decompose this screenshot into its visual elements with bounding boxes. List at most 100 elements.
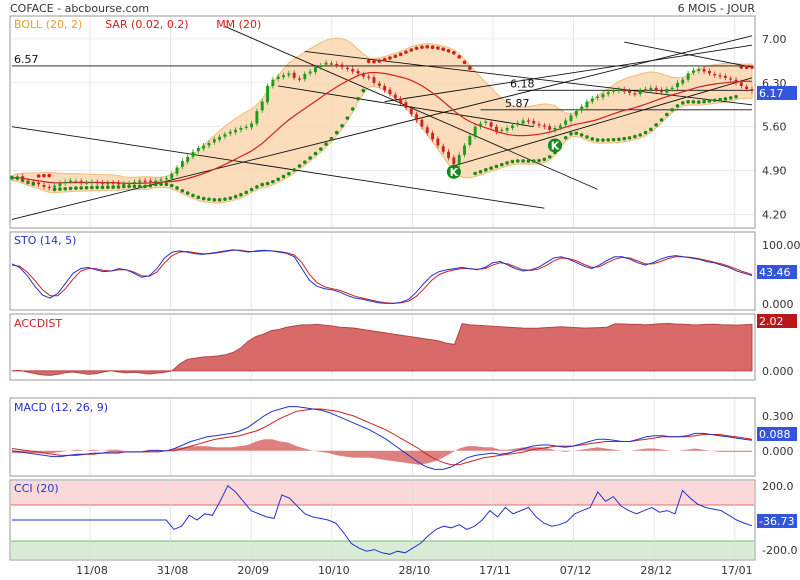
y-tick-label: 200.0: [762, 480, 794, 493]
candle-body: [622, 89, 626, 92]
sar-dot: [398, 52, 403, 57]
candle-body: [404, 102, 408, 108]
sar-dot: [329, 136, 334, 141]
sar-dot: [473, 171, 477, 176]
k-marker-label: K: [551, 140, 560, 153]
macd-legend: MACD (12, 26, 9): [14, 401, 108, 414]
candle-body: [686, 73, 690, 80]
x-tick-label: 20/09: [237, 564, 269, 577]
sar-dot: [334, 130, 339, 135]
sar-dot: [84, 185, 89, 190]
sar-dot: [58, 187, 62, 191]
candle-body: [691, 70, 695, 73]
cci-oversold-zone: [11, 541, 754, 559]
candle-body: [489, 122, 493, 127]
sar-dot: [36, 174, 41, 178]
sar-dot: [611, 137, 616, 142]
candle-body: [409, 108, 413, 115]
candle-body: [473, 126, 477, 137]
badge-box: [757, 427, 797, 441]
candle-body: [660, 89, 663, 93]
sar-dot: [441, 47, 446, 52]
sar-dot: [228, 196, 233, 200]
sto-frame: [9, 231, 756, 311]
candle-body: [95, 181, 99, 184]
sar-dot: [111, 185, 115, 189]
k-marker-circle: [446, 164, 461, 179]
candle-body: [313, 67, 317, 73]
candle-body: [713, 74, 717, 76]
candle-body: [111, 182, 115, 184]
price-last-badge: 6.17: [757, 85, 797, 100]
sar-dot: [361, 88, 366, 93]
sar-dot: [702, 99, 706, 104]
candle-body: [638, 90, 642, 95]
sar-dot: [590, 137, 595, 141]
source-label: COFACE - abcbourse.com: [10, 2, 149, 15]
candle-body: [117, 182, 120, 185]
sar-dot: [712, 98, 717, 103]
sar-dot: [143, 184, 147, 189]
candle-body: [255, 111, 259, 124]
candle-body: [244, 126, 248, 128]
sar-dot: [121, 184, 126, 189]
candle-body: [85, 182, 88, 184]
legend-entry: BOLL (20, 2): [14, 18, 82, 31]
last-value-label: 0.088: [759, 428, 791, 441]
sar-dot: [308, 156, 312, 160]
sar-dot: [675, 104, 680, 108]
sar-dot: [425, 44, 430, 49]
sar-dot: [579, 133, 584, 137]
sar-dot: [340, 123, 344, 128]
legend-entry: SAR (0.02, 0.2): [105, 18, 188, 31]
candle-body: [69, 180, 73, 182]
legend-entry: ACCDIST: [14, 317, 62, 330]
candle-body: [367, 76, 371, 78]
candle-body: [612, 90, 616, 92]
macd-panel: MACD (12, 26, 9) 0.300 0.000 0.088: [9, 397, 797, 477]
sar-dot: [627, 136, 632, 140]
sar-dot: [95, 185, 99, 190]
candle-body: [250, 123, 254, 128]
sar-dot: [15, 176, 20, 180]
badge-box: [757, 314, 797, 328]
cci-y-ticks: 200.0 -200.0: [762, 480, 797, 557]
badge-box: [757, 85, 797, 100]
macd-lines: [11, 406, 753, 470]
trend-line: [624, 41, 753, 68]
candle-body: [558, 125, 562, 128]
candle-body: [441, 146, 445, 152]
candle-body: [53, 185, 57, 188]
last-value-label: 43.46: [759, 266, 791, 279]
sar-dot: [478, 169, 483, 174]
candle-body: [707, 70, 711, 74]
x-tick-label: 17/01: [721, 564, 753, 577]
candle-body: [377, 83, 381, 86]
candle-body: [569, 115, 573, 122]
x-tick-label: 11/08: [76, 564, 108, 577]
sar-dot: [116, 185, 121, 189]
cci-line: [12, 484, 753, 555]
legend-entry: MM (20): [216, 18, 261, 31]
candle-body: [287, 73, 291, 76]
candle-body: [282, 75, 285, 78]
candle-body: [537, 124, 541, 126]
sar-dot: [510, 159, 515, 164]
sar-dot: [185, 191, 190, 195]
k-marker-circle: [548, 138, 563, 153]
cci-last-badge: -36.73: [757, 514, 797, 528]
sar-dot: [159, 182, 163, 186]
candle-body: [276, 76, 280, 80]
x-tick-label: 10/10: [318, 564, 350, 577]
sar-dot: [382, 57, 387, 62]
candle-body: [644, 89, 647, 91]
sar-dot: [707, 99, 712, 103]
x-tick-label: 28/12: [640, 564, 672, 577]
candle-body: [601, 94, 605, 98]
y-tick-label: 4.90: [762, 165, 787, 178]
candle-body: [324, 62, 328, 65]
sar-dot: [31, 182, 36, 186]
sar-dot: [414, 46, 419, 51]
sar-dot: [617, 137, 621, 142]
sar-dot: [430, 45, 435, 50]
